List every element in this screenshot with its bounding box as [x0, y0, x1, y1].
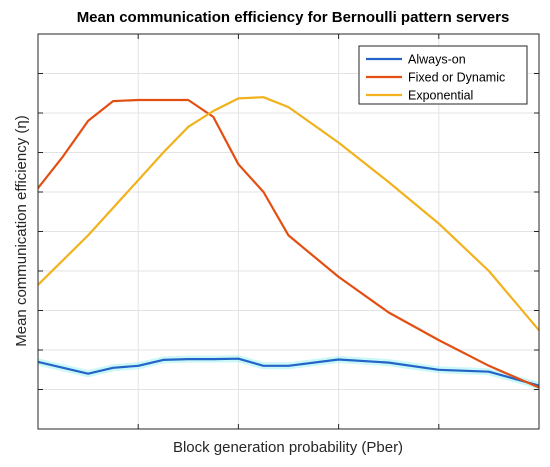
grid-lines: [38, 34, 539, 429]
series-fixed-or-dynamic-line: [38, 98, 539, 389]
x-axis-label: Block generation probability (Pber): [173, 439, 403, 456]
y-axis-label: Mean communication efficiency (η): [13, 115, 30, 347]
series-lines: [38, 96, 539, 390]
plot-frame: [37, 33, 540, 430]
legend-label-exponential: Exponential: [408, 89, 473, 103]
legend-label-fixed-or-dynamic: Fixed or Dynamic: [408, 71, 505, 85]
series-always-on-line: [38, 357, 539, 387]
series-exponential-line: [38, 96, 539, 332]
chart-title: Mean communication efficiency for Bernou…: [77, 9, 510, 26]
legend-label-always-on: Always-on: [408, 53, 466, 67]
axis-ticks: [38, 34, 539, 429]
legend: Always-on Fixed or Dynamic Exponential: [358, 45, 528, 105]
